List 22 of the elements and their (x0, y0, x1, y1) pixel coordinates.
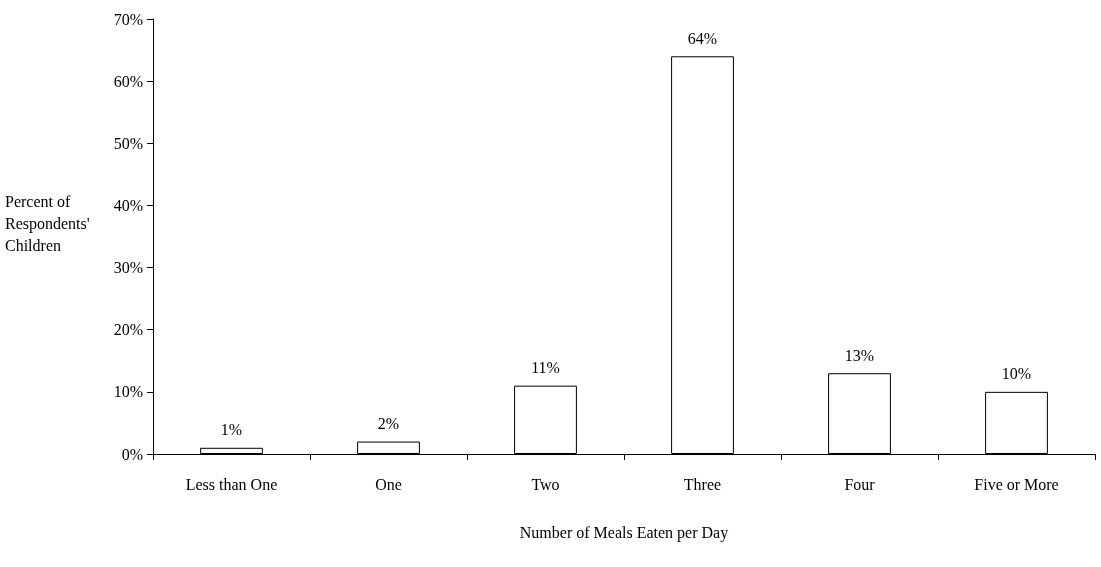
x-tick-label: Two (531, 475, 560, 493)
y-tick-label: 50% (113, 134, 143, 152)
y-tick-label: 10% (113, 383, 143, 401)
data-label: 1% (220, 421, 243, 439)
y-tick-label: 20% (113, 321, 143, 339)
y-tick-label: 30% (113, 259, 143, 277)
x-tick-label: Three (683, 475, 722, 493)
y-tick-label: 70% (113, 10, 143, 28)
data-label: 10% (1001, 365, 1032, 383)
x-tick-label: Less than One (185, 475, 278, 493)
data-label: 64% (687, 29, 718, 47)
x-tick-label: One (375, 475, 402, 493)
x-tick-label: Five or More (974, 475, 1059, 493)
x-axis-title: Number of Meals Eaten per Day (519, 523, 729, 542)
y-tick-label: 40% (113, 196, 143, 214)
data-label: 2% (377, 415, 400, 433)
data-label: 13% (844, 346, 875, 364)
y-axis-title: Percent of Respondents' Children (5, 192, 94, 254)
x-tick-label: Four (844, 475, 876, 493)
y-tick-label: 0% (121, 445, 143, 463)
y-tick-label: 60% (113, 72, 143, 90)
data-label: 11% (531, 359, 560, 377)
